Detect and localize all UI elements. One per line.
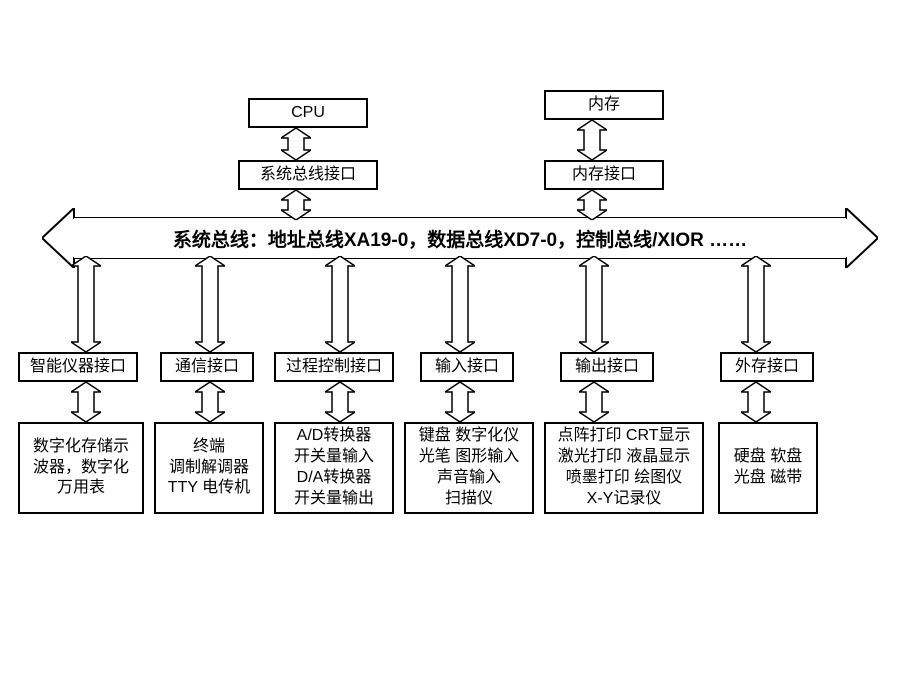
arrow-bus-to-proc — [325, 256, 355, 352]
box-input_if: 输入接口 — [420, 352, 514, 382]
box-mem: 内存 — [544, 90, 664, 120]
box-input_dev: 键盘 数字化仪 光笔 图形输入 声音输入 扫描仪 — [404, 422, 534, 514]
box-comm_dev: 终端 调制解调器 TTY 电传机 — [154, 422, 264, 514]
box-label-input_dev: 键盘 数字化仪 光笔 图形输入 声音输入 扫描仪 — [419, 426, 519, 509]
arrow-intel-to-dev — [71, 382, 101, 422]
arrow-ext-to-dev — [741, 382, 771, 422]
box-intel_dev: 数字化存储示 波器，数字化 万用表 — [18, 422, 144, 514]
box-label-ext_dev: 硬盘 软盘 光盘 磁带 — [734, 447, 802, 489]
box-label-mem_if: 内存接口 — [572, 165, 636, 186]
arrow-input-to-dev — [445, 382, 475, 422]
box-output_dev: 点阵打印 CRT显示 激光打印 液晶显示 喷墨打印 绘图仪 X-Y记录仪 — [544, 422, 704, 514]
arrow-mem-to-memif — [577, 120, 607, 160]
box-label-ext_if: 外存接口 — [735, 357, 799, 378]
box-ext_dev: 硬盘 软盘 光盘 磁带 — [718, 422, 818, 514]
box-label-comm_if: 通信接口 — [175, 357, 239, 378]
box-proc_dev: A/D转换器 开关量输入 D/A转换器 开关量输出 — [274, 422, 394, 514]
box-label-sysbus_if: 系统总线接口 — [260, 165, 356, 186]
box-comm_if: 通信接口 — [160, 352, 254, 382]
box-proc_if: 过程控制接口 — [274, 352, 394, 382]
box-label-cpu: CPU — [291, 103, 325, 124]
box-label-proc_dev: A/D转换器 开关量输入 D/A转换器 开关量输出 — [294, 426, 374, 509]
arrow-sysbusif-to-bus — [281, 190, 311, 220]
arrow-bus-to-ext — [741, 256, 771, 352]
bus-label: 系统总线：地址总线XA19-0，数据总线XD7-0，控制总线/XIOR …… — [173, 225, 747, 252]
box-cpu: CPU — [248, 98, 368, 128]
box-label-intel_if: 智能仪器接口 — [30, 357, 126, 378]
arrow-memif-to-bus — [577, 190, 607, 220]
box-label-mem: 内存 — [588, 95, 620, 116]
box-label-comm_dev: 终端 调制解调器 TTY 电传机 — [168, 437, 250, 499]
box-sysbus_if: 系统总线接口 — [238, 160, 378, 190]
box-label-intel_dev: 数字化存储示 波器，数字化 万用表 — [33, 437, 129, 499]
box-label-proc_if: 过程控制接口 — [286, 357, 382, 378]
bus-bar: 系统总线：地址总线XA19-0，数据总线XD7-0，控制总线/XIOR …… — [74, 218, 846, 258]
arrow-comm-to-dev — [195, 382, 225, 422]
arrow-output-to-dev — [579, 382, 609, 422]
box-mem_if: 内存接口 — [544, 160, 664, 190]
arrow-bus-to-intel — [71, 256, 101, 352]
arrow-cpu-to-sysbusif — [281, 128, 311, 160]
arrow-bus-to-output — [579, 256, 609, 352]
box-output_if: 输出接口 — [560, 352, 654, 382]
box-intel_if: 智能仪器接口 — [18, 352, 138, 382]
box-ext_if: 外存接口 — [720, 352, 814, 382]
box-label-input_if: 输入接口 — [435, 357, 499, 378]
arrow-proc-to-dev — [325, 382, 355, 422]
box-label-output_if: 输出接口 — [575, 357, 639, 378]
arrow-bus-to-comm — [195, 256, 225, 352]
box-label-output_dev: 点阵打印 CRT显示 激光打印 液晶显示 喷墨打印 绘图仪 X-Y记录仪 — [557, 426, 690, 509]
arrow-bus-to-input — [445, 256, 475, 352]
